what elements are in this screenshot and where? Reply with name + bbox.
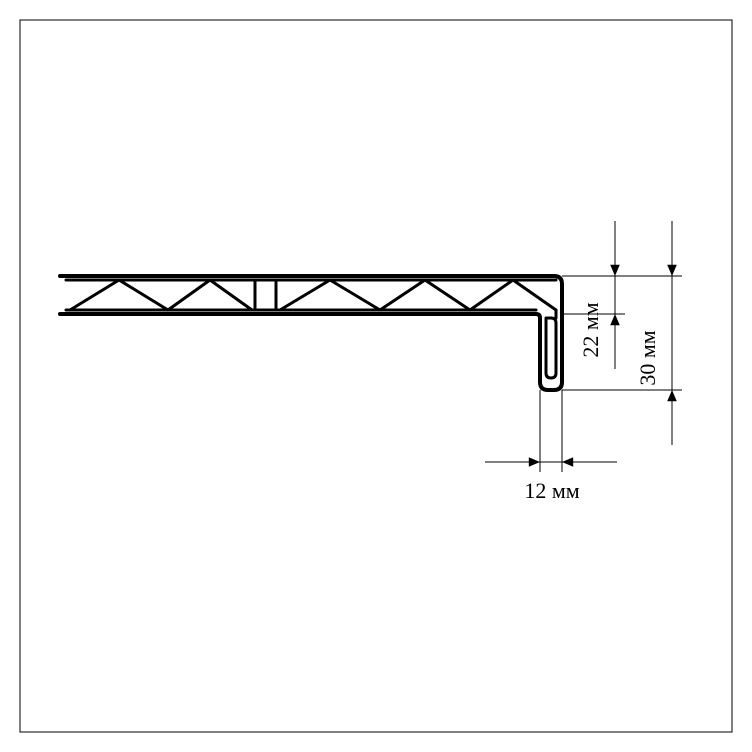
dim-22-label: 22 мм [578, 302, 603, 357]
dim-30-label: 30 мм [635, 330, 660, 385]
dim-12-label: 12 мм [524, 478, 579, 503]
technical-drawing: 22 мм 30 мм 12 мм [0, 0, 752, 752]
